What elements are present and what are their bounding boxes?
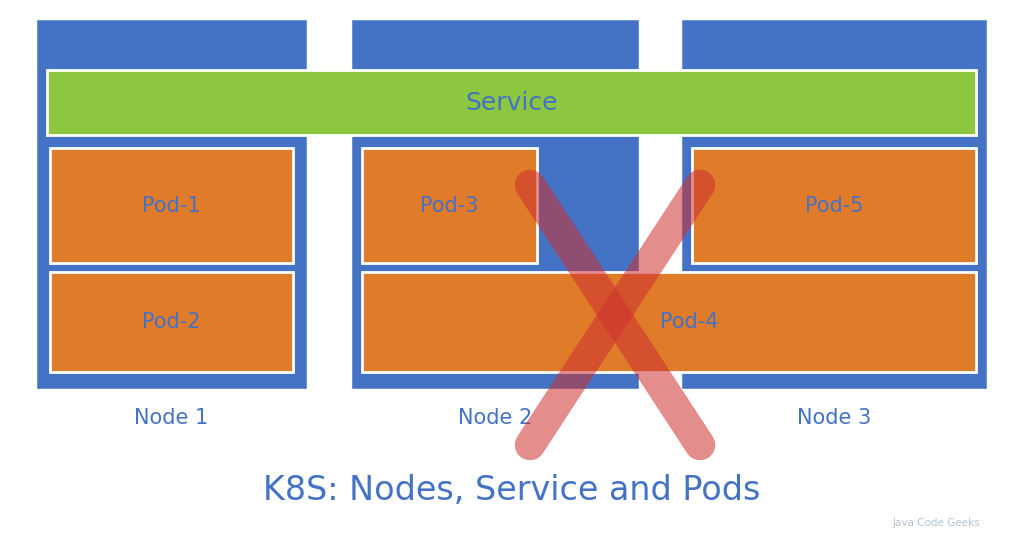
Text: Pod-3: Pod-3 [420,195,479,215]
Bar [692,148,976,263]
Text: Pod-2: Pod-2 [142,312,201,332]
Text: Pod-1: Pod-1 [142,195,201,215]
Bar [350,18,640,390]
Text: Service: Service [465,90,558,114]
Text: K8S: Nodes, Service and Pods: K8S: Nodes, Service and Pods [263,473,761,506]
Bar [35,18,308,390]
Bar [362,272,976,372]
Bar [680,18,988,390]
Bar [362,148,537,263]
Text: Java Code Geeks: Java Code Geeks [892,518,980,528]
Text: Pod-4: Pod-4 [659,312,718,332]
Bar [47,70,976,135]
Text: Node 1: Node 1 [134,408,209,428]
Bar [50,148,293,263]
Text: Node 2: Node 2 [458,408,532,428]
Bar [50,272,293,372]
Text: Node 3: Node 3 [797,408,871,428]
Text: Pod-5: Pod-5 [805,195,863,215]
